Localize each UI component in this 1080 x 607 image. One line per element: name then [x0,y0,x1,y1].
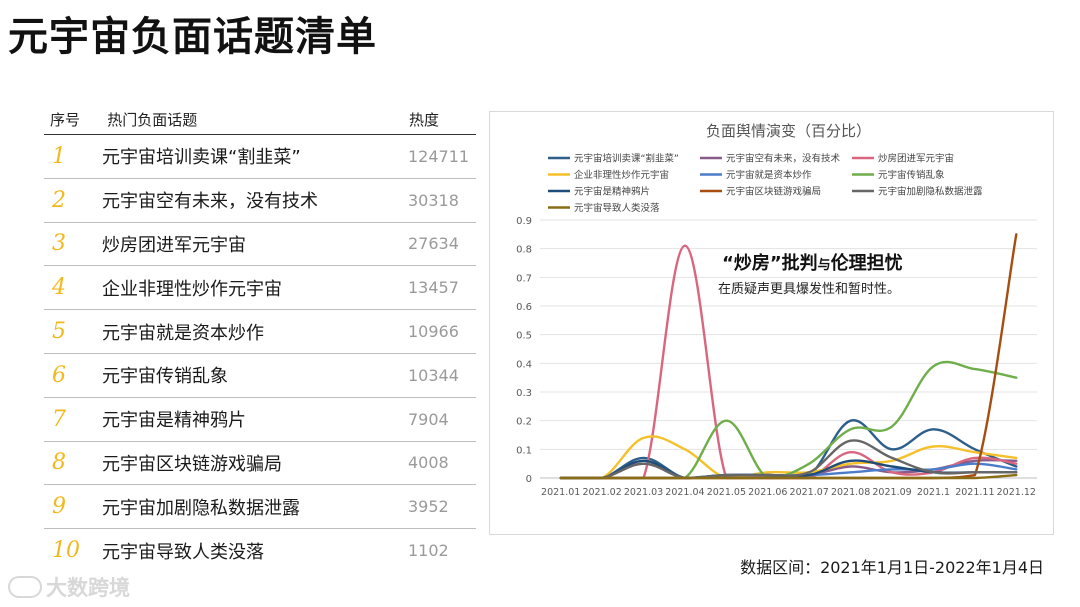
x-tick-label: 2021.03 [624,487,663,498]
x-tick-label: 2021.06 [748,487,787,498]
legend-entry: 炒房团进军元宇宙 [878,153,954,165]
line-chart-panel: 负面舆情演变（百分比） 元宇宙培训卖课“割韭菜” 元宇宙空有未来，没有技术 炒房团进军… [489,111,1054,535]
topic-table: 序号 热门负面话题 热度 1 元宇宙培训卖课“割韭菜” 124711 2 元宇宙空有未… [44,104,476,572]
table-row: 2 元宇宙空有未来，没有技术 30318 [44,179,476,223]
table-row: 5 元宇宙就是资本炒作 10966 [44,310,476,354]
annotation-text: 在质疑声更具爆发性和暂时性。 [718,281,900,297]
row-heat: 30318 [408,190,459,210]
table-row: 10 元宇宙导致人类没落 1102 [44,529,476,572]
table-row: 6 元宇宙传销乱象 10344 [44,354,476,398]
row-heat: 124711 [408,146,470,166]
row-topic: 元宇宙区块链游戏骗局 [102,453,282,475]
legend-entry: 元宇宙加剧隐私数据泄露 [878,186,983,198]
data-range-note: 数据区间：2021年1月1日-2022年1月4日 [740,558,1044,577]
row-rank: 10 [52,538,80,564]
y-tick-label: 0.5 [516,331,532,342]
row-topic: 元宇宙就是资本炒作 [102,322,264,344]
x-tick-label: 2021.04 [665,487,704,498]
x-tick-label: 2021.05 [707,487,746,498]
row-rank: 7 [52,406,66,432]
page-title: 元宇宙负面话题清单 [8,14,377,60]
row-rank: 6 [52,362,66,388]
brand-logo-icon [8,576,42,598]
x-tick-label: 2021.11 [955,487,994,498]
x-tick-label: 2021.02 [582,487,621,498]
row-rank: 3 [52,231,66,257]
table-row: 7 元宇宙是精神鸦片 7904 [44,398,476,442]
legend-entry: 元宇宙区块链游戏骗局 [726,186,821,198]
table-row: 8 元宇宙区块链游戏骗局 4008 [44,442,476,486]
chart-title: 负面舆情演变（百分比） [706,122,871,140]
row-topic: 元宇宙导致人类没落 [102,541,264,563]
brand-logo-text: 大数跨境 [46,576,130,600]
row-topic: 元宇宙传销乱象 [102,366,228,388]
row-topic: 炒房团进军元宇宙 [102,234,246,256]
annotation-headline-part: 与 [818,258,831,273]
row-heat: 10966 [408,322,459,342]
annotation-headline-part: “炒房”批判 [722,252,818,274]
legend-entry: 元宇宙培训卖课“割韭菜” [574,153,679,165]
row-heat: 7904 [408,409,449,429]
x-tick-label: 2021.01 [541,487,580,498]
legend-entry: 企业非理性炒作元宇宙 [574,169,669,181]
header-topic: 热门负面话题 [107,110,198,129]
x-tick-label: 2021.08 [831,487,870,498]
y-tick-label: 0.9 [516,216,532,227]
legend-entry: 元宇宙传销乱象 [878,169,945,181]
row-rank: 9 [52,494,66,520]
row-heat: 13457 [408,278,459,298]
row-heat: 3952 [408,497,449,517]
row-heat: 27634 [408,234,459,254]
row-rank: 5 [52,319,66,345]
row-heat: 10344 [408,365,459,385]
y-tick-label: 0.8 [516,245,532,256]
x-tick-label: 2021.12 [997,487,1036,498]
legend-entry: 元宇宙是精神鸦片 [574,186,650,198]
y-tick-label: 0.1 [516,445,532,456]
x-tick-label: 2021.09 [872,487,911,498]
table-row: 4 企业非理性炒作元宇宙 13457 [44,266,476,311]
legend-entry: 元宇宙导致人类没落 [574,202,660,214]
line-chart: 负面舆情演变（百分比） 元宇宙培训卖课“割韭菜” 元宇宙空有未来，没有技术 炒房团进军… [516,122,1037,498]
row-rank: 8 [52,450,66,476]
x-tick-label: 2021.07 [790,487,829,498]
y-tick-label: 0.4 [516,359,532,370]
row-topic: 元宇宙加剧隐私数据泄露 [102,497,300,519]
row-rank: 1 [52,143,66,169]
y-tick-label: 0.3 [516,388,532,399]
y-tick-label: 0.6 [516,302,532,313]
row-heat: 4008 [408,453,449,473]
table-header: 序号 热门负面话题 热度 [44,104,476,135]
table-row: 3 炒房团进军元宇宙 27634 [44,223,476,267]
row-rank: 4 [52,275,66,301]
legend-entry: 元宇宙空有未来，没有技术 [726,153,841,165]
row-topic: 元宇宙空有未来，没有技术 [102,191,318,213]
row-topic: 元宇宙培训卖课“割韭菜” [102,147,301,169]
row-heat: 1102 [408,541,449,561]
annotation-headline: “炒房”批判与伦理担忧 [722,252,903,274]
series-line [559,473,1018,480]
y-tick-label: 0.2 [516,417,532,428]
row-topic: 元宇宙是精神鸦片 [102,410,246,432]
row-rank: 2 [52,187,66,213]
series-line [559,435,1018,480]
table-row: 9 元宇宙加剧隐私数据泄露 3952 [44,485,476,530]
y-tick-label: 0 [526,474,532,485]
x-tick-label: 2021.1 [917,487,950,498]
row-topic: 企业非理性炒作元宇宙 [102,278,282,300]
header-heat: 热度 [408,110,439,129]
series-line [559,439,1018,480]
table-row: 1 元宇宙培训卖课“割韭菜” 124711 [44,135,476,179]
annotation-headline-part: 伦理担忧 [831,252,903,274]
brand-watermark: 大数跨境 [8,572,130,602]
header-rank: 序号 [50,110,81,129]
series-line [559,360,1018,480]
legend-entry: 元宇宙就是资本炒作 [726,169,812,181]
y-tick-label: 0.7 [516,273,532,284]
